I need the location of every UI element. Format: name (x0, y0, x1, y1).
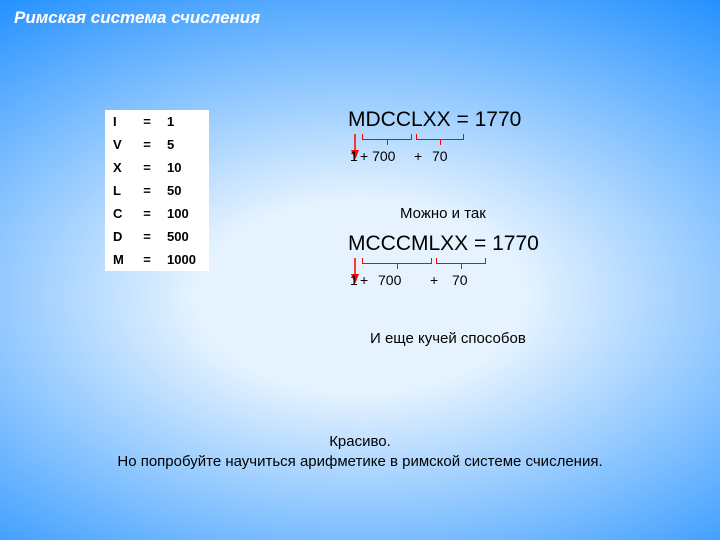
numerals-table: I=1V=5X=10L=50C=100D=500M=1000 (105, 110, 209, 271)
table-cell: M (105, 248, 135, 271)
table-cell: X (105, 156, 135, 179)
caption-2: И еще кучей способов (370, 330, 526, 347)
bracket (362, 258, 432, 264)
decomp-value: 70 (452, 272, 482, 288)
footer-line-1: Красиво. (0, 432, 720, 452)
table-row: L=50 (105, 179, 209, 202)
table-cell: L (105, 179, 135, 202)
decomp-value: 1 (350, 272, 360, 288)
table-cell: = (135, 133, 159, 156)
table-cell: = (135, 179, 159, 202)
slide: Римская система счисления I=1V=5X=10L=50… (0, 0, 720, 540)
table-row: I=1 (105, 110, 209, 133)
example-2-values: 1+700+70 (350, 272, 490, 288)
table-cell: = (135, 202, 159, 225)
example-2: MCCCMLXX = 1770 1+700+70 (348, 232, 539, 288)
decomp-value: + 700 (360, 148, 414, 164)
table-cell: = (135, 248, 159, 271)
table-cell: 100 (159, 202, 209, 225)
table-row: V=5 (105, 133, 209, 156)
example-1: MDCCLXX = 1770 1+ 700+70 (348, 108, 521, 164)
table-row: D=500 (105, 225, 209, 248)
bracket (436, 258, 486, 264)
bracket (416, 134, 464, 140)
table-cell: D (105, 225, 135, 248)
table-row: X=10 (105, 156, 209, 179)
page-title: Римская система счисления (14, 8, 260, 28)
table-cell: 1 (159, 110, 209, 133)
table-cell: I (105, 110, 135, 133)
decomp-value: + (430, 272, 452, 288)
example-1-heading: MDCCLXX = 1770 (348, 108, 521, 132)
decomp-value: 1 (350, 148, 360, 164)
table-cell: 500 (159, 225, 209, 248)
table-row: M=1000 (105, 248, 209, 271)
table-cell: 1000 (159, 248, 209, 271)
footer-line-2: Но попробуйте научиться арифметике в рим… (0, 452, 720, 472)
table-cell: = (135, 156, 159, 179)
footer-text: Красиво. Но попробуйте научиться арифмет… (0, 432, 720, 471)
caption-1: Можно и так (400, 205, 486, 222)
table-cell: = (135, 225, 159, 248)
table-cell: 50 (159, 179, 209, 202)
example-1-brackets (362, 134, 468, 140)
example-2-heading: MCCCMLXX = 1770 (348, 232, 539, 256)
decomp-value: + (360, 272, 378, 288)
example-2-brackets (362, 258, 490, 264)
bracket (362, 134, 412, 140)
decomp-value: 70 (432, 148, 462, 164)
table-cell: V (105, 133, 135, 156)
example-1-values: 1+ 700+70 (350, 148, 468, 164)
table-cell: C (105, 202, 135, 225)
table-row: C=100 (105, 202, 209, 225)
table-cell: = (135, 110, 159, 133)
decomp-value: 700 (378, 272, 430, 288)
table-cell: 10 (159, 156, 209, 179)
table-cell: 5 (159, 133, 209, 156)
decomp-value: + (414, 148, 432, 164)
